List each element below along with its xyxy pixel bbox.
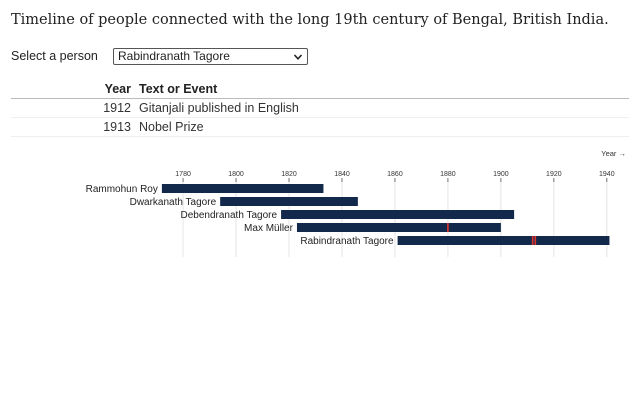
person-bar — [161, 184, 324, 193]
axis-title: Year → — [601, 149, 626, 158]
event-year-cell: 1912 — [11, 98, 139, 118]
timeline-chart: Year → 1780 1800 1820 1840 1860 1880 1900 1920 19… — [86, 149, 626, 257]
person-label: Rabindranath Tagore — [300, 236, 394, 247]
tick-label: 1900 — [493, 171, 509, 178]
year-column-header: Year — [11, 80, 139, 99]
chevron-down-icon — [293, 53, 303, 60]
table-row: 1912 Gitanjali published in English — [11, 98, 629, 118]
person-selector-row: Select a person Rabindranath Tagore — [11, 48, 308, 65]
person-bar — [220, 197, 358, 206]
person-select-value: Rabindranath Tagore — [118, 49, 230, 63]
tick-label: 1920 — [546, 171, 562, 178]
event-text-cell: Nobel Prize — [139, 117, 629, 137]
tick-label: 1840 — [334, 171, 350, 178]
tick-label: 1860 — [387, 171, 403, 178]
tick-label: 1820 — [281, 171, 297, 178]
event-marker — [534, 236, 537, 245]
tick-label: 1780 — [175, 171, 191, 178]
event-column-header: Text or Event — [139, 80, 629, 99]
person-label: Rammohun Roy — [86, 184, 158, 195]
select-person-label: Select a person — [11, 49, 98, 63]
tick-label: 1940 — [599, 171, 615, 178]
table-header-row: Year Text or Event — [11, 80, 629, 99]
tick-label: 1880 — [440, 171, 456, 178]
person-select[interactable]: Rabindranath Tagore — [113, 48, 308, 65]
person-bar — [296, 223, 501, 232]
page-title: Timeline of people connected with the lo… — [11, 12, 609, 28]
tick-label: 1800 — [228, 171, 244, 178]
person-label: Max Müller — [244, 223, 294, 234]
event-text-cell: Gitanjali published in English — [139, 98, 629, 118]
person-bar — [397, 236, 610, 245]
table-row: 1913 Nobel Prize — [11, 117, 629, 137]
person-bar — [281, 210, 515, 219]
person-label: Dwarkanath Tagore — [130, 197, 217, 208]
events-table: Year Text or Event 1912 Gitanjali publis… — [11, 80, 629, 137]
event-marker — [531, 236, 534, 245]
event-year-cell: 1913 — [11, 117, 139, 137]
event-marker — [447, 223, 449, 232]
person-label: Debendranath Tagore — [181, 210, 278, 221]
